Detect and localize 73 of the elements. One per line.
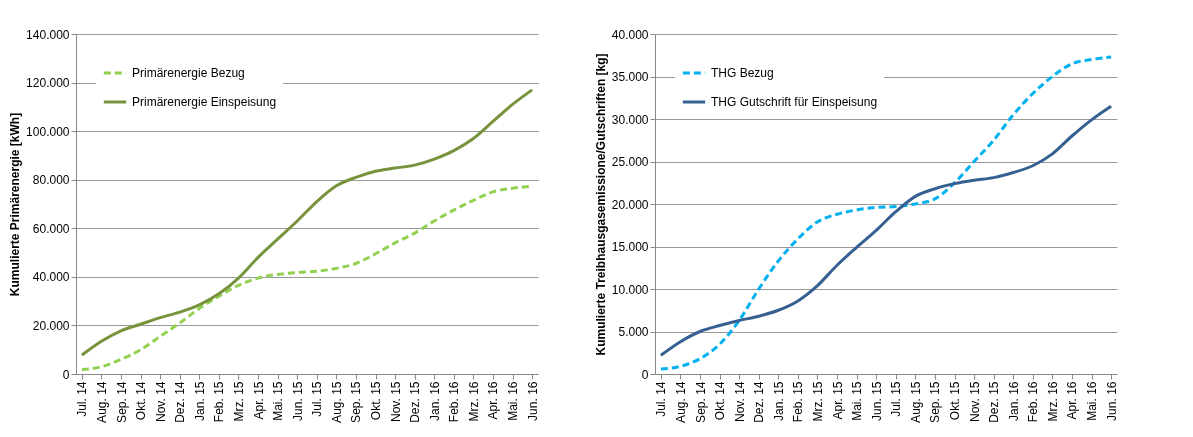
x-tick-label: Nov. 15 xyxy=(388,381,403,422)
x-tick-label: Jun. 16 xyxy=(525,381,540,421)
x-tick-label: Mrz. 16 xyxy=(1045,381,1060,422)
x-tick-label: Nov. 14 xyxy=(153,381,168,422)
x-tick-label: Jul. 14 xyxy=(654,381,669,417)
x-tick-label: Mrz. 16 xyxy=(466,381,481,422)
x-tick-label: Mrz. 15 xyxy=(231,381,246,422)
x-tick-label: Apr. 15 xyxy=(251,381,266,420)
y-axis-title: Kumulierte Treibhausgasemissione/Gutschriften [kg] xyxy=(593,53,608,356)
y-tick-label: 20.000 xyxy=(611,197,649,212)
y-tick-label: 30.000 xyxy=(611,112,649,127)
y-tick-label: 60.000 xyxy=(32,221,70,236)
x-tick-label: Nov. 15 xyxy=(967,381,982,422)
y-tick-label: 20.000 xyxy=(32,318,70,333)
x-tick-label: Feb. 16 xyxy=(447,381,462,423)
y-tick-label: 120.000 xyxy=(26,76,70,91)
y-tick-label: 10.000 xyxy=(611,282,649,297)
y-tick-label: 15.000 xyxy=(611,240,649,254)
x-tick-label: Jun. 16 xyxy=(1104,381,1119,421)
x-tick-label: Apr. 16 xyxy=(486,381,501,420)
x-tick-label: Dez. 14 xyxy=(752,381,767,423)
y-tick-label: 140.000 xyxy=(26,27,70,42)
y-tick-label: 0 xyxy=(62,367,70,382)
x-tick-label: Dez. 15 xyxy=(987,381,1002,423)
x-tick-label: Sep. 14 xyxy=(114,381,129,423)
y-tick-label: 40.000 xyxy=(32,270,70,285)
x-tick-label: Mrz. 15 xyxy=(810,381,825,422)
x-tick-label: Jun. 15 xyxy=(290,381,305,421)
legend-label: THG Gutschrift für Einspeisung xyxy=(711,95,878,109)
x-tick-label: Sep. 15 xyxy=(349,381,364,423)
y-tick-label: 35.000 xyxy=(611,70,649,84)
x-tick-label: Dez. 15 xyxy=(408,381,423,423)
x-tick-label: Jan. 16 xyxy=(1006,381,1021,421)
x-tick-label: Okt. 14 xyxy=(134,381,149,421)
y-axis-title: Kumulierte Primärenergie [kWh] xyxy=(8,112,23,297)
x-tick-label: Jul. 15 xyxy=(310,381,325,417)
x-tick-label: Aug. 15 xyxy=(329,381,344,423)
x-tick-label: Apr. 15 xyxy=(830,381,845,420)
legend-label: Primärenergie Einspeisung xyxy=(132,95,277,109)
line-series xyxy=(80,88,534,357)
y-tick-label: 80.000 xyxy=(32,173,70,188)
x-tick-label: Okt. 15 xyxy=(948,381,963,421)
x-tick-label: Jun. 15 xyxy=(869,381,884,421)
line-series xyxy=(659,55,1113,371)
x-tick-label: Jan. 15 xyxy=(771,381,786,421)
legend-label: THG Bezug xyxy=(711,66,774,80)
x-tick-label: Mai. 15 xyxy=(271,381,286,421)
x-tick-label: Aug. 15 xyxy=(908,381,923,423)
x-tick-label: Feb. 16 xyxy=(1026,381,1041,423)
x-tick-label: Aug. 14 xyxy=(94,381,109,423)
x-tick-label: Feb. 15 xyxy=(212,381,227,423)
x-tick-label: Jan. 15 xyxy=(192,381,207,421)
x-tick-label: Nov. 14 xyxy=(732,381,747,422)
y-tick-label: 100.000 xyxy=(26,124,70,139)
x-tick-label: Dez. 14 xyxy=(173,381,188,423)
x-tick-label: Aug. 14 xyxy=(673,381,688,423)
legend-label: Primärenergie Bezug xyxy=(132,66,245,80)
x-tick-label: Apr. 16 xyxy=(1065,381,1080,420)
x-tick-label: Jul. 15 xyxy=(889,381,904,417)
y-tick-label: 5.000 xyxy=(618,325,649,339)
y-tick-label: 40.000 xyxy=(611,27,649,42)
x-tick-label: Sep. 15 xyxy=(928,381,943,423)
x-tick-label: Mai. 15 xyxy=(850,381,865,421)
y-tick-label: 25.000 xyxy=(611,155,649,169)
x-tick-label: Feb. 15 xyxy=(791,381,806,423)
x-tick-label: Okt. 14 xyxy=(713,381,728,421)
x-tick-label: Okt. 15 xyxy=(369,381,384,421)
x-tick-label: Mai. 16 xyxy=(506,381,521,421)
x-tick-label: Mai. 16 xyxy=(1085,381,1100,421)
x-tick-label: Jul. 14 xyxy=(75,381,90,417)
x-tick-label: Jan. 16 xyxy=(427,381,442,421)
y-tick-label: 0 xyxy=(641,367,649,382)
x-tick-label: Sep. 14 xyxy=(693,381,708,423)
